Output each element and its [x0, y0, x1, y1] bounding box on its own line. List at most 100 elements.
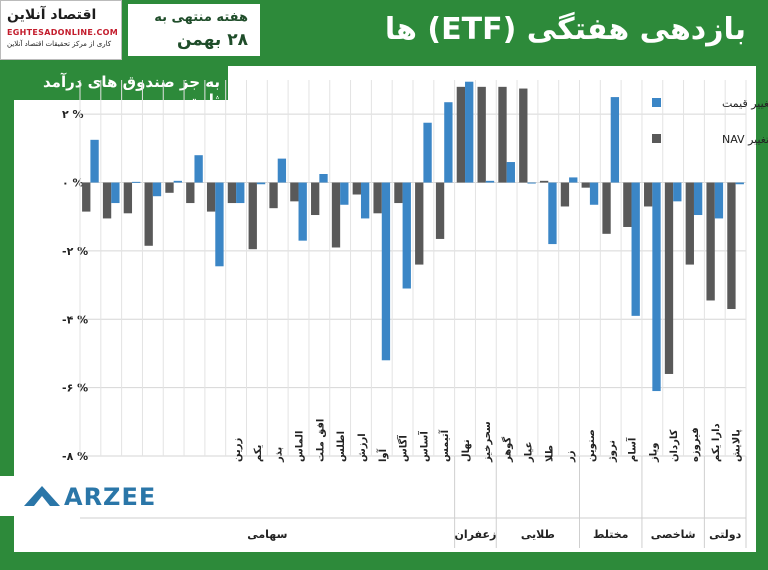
publisher-logo-title: اقتصاد آنلاین [7, 7, 97, 23]
y-tick-label: ۰ % [62, 177, 84, 190]
bar [381, 182, 391, 361]
arzee-brand-text: ARZEE [64, 483, 157, 511]
bar [706, 182, 715, 301]
bar [465, 81, 474, 183]
y-tick-label: -۶ % [62, 382, 88, 395]
bar [82, 182, 91, 212]
x-tick-label: آتیمس [438, 429, 451, 462]
bar [360, 182, 370, 219]
y-tick-label: ۲ % [62, 108, 84, 121]
x-tick-label: فیروزه [690, 427, 701, 462]
bar [123, 182, 133, 214]
chart-subtitle: به جز صندوق های درآمد ثابت [43, 73, 220, 109]
bar [102, 182, 112, 219]
bar [277, 158, 287, 183]
group-label: دولتی [709, 528, 742, 541]
bar [589, 182, 599, 205]
bar [206, 182, 216, 212]
bar [319, 174, 328, 183]
x-tick-label: ارزش [357, 433, 368, 462]
x-tick-label: طلا [544, 445, 555, 462]
week-date: ۲۸ بهمن [177, 30, 248, 50]
x-tick-label: افق ملت [315, 419, 326, 462]
x-tick-label: آگاس [397, 435, 410, 462]
bar [435, 182, 445, 239]
bar [714, 182, 724, 219]
bar [331, 182, 341, 248]
bar [173, 180, 182, 183]
x-tick-label: آوا [376, 448, 389, 462]
bar [236, 182, 245, 204]
bar [444, 102, 453, 183]
x-tick-label: آسام [626, 437, 639, 462]
legend-price-label: تغییر قیمت [722, 97, 768, 110]
bar [152, 182, 162, 197]
bar [352, 182, 361, 195]
x-tick-label: عیار [523, 442, 534, 463]
publisher-logo-box: اقتصاد آنلاین EGHTESADONLINE.COM کاری از… [0, 0, 122, 60]
bar [256, 182, 266, 185]
bar [498, 86, 507, 183]
bar [506, 162, 515, 183]
bar [623, 182, 632, 227]
x-tick-label: الماس [295, 431, 306, 462]
chart-title: بازدهی هفتگی (ETF) ها [384, 12, 746, 47]
bar [269, 182, 278, 209]
bar [560, 182, 570, 207]
bar [685, 182, 694, 265]
x-tick-label: زر [565, 450, 576, 463]
legend-nav-swatch [652, 134, 661, 143]
x-tick-label: سحرخیز [482, 421, 493, 463]
y-tick-label: -۸ % [62, 450, 88, 463]
bar [248, 182, 257, 250]
bar [569, 177, 578, 183]
group-label: طلایی [521, 528, 555, 541]
x-tick-label: آساس [417, 431, 430, 462]
legend-nav-label: تغییر NAV [722, 133, 768, 146]
bar [186, 182, 195, 204]
bar [373, 182, 382, 214]
bar [290, 182, 299, 202]
publisher-logo-url: EGHTESADONLINE.COM [7, 28, 119, 37]
bar [132, 181, 141, 183]
bar [548, 182, 557, 245]
bar [394, 182, 403, 204]
y-tick-label: -۴ % [62, 313, 88, 326]
y-tick-label: -۲ % [62, 245, 88, 258]
x-tick-label: بذر [274, 447, 285, 463]
week-label: هفته منتهی به [154, 10, 248, 25]
bar [610, 97, 620, 183]
publisher-logo-tagline: کاری از مرکز تحقیقات اقتصاد آنلاین [7, 40, 112, 48]
bar [215, 182, 224, 267]
bar [485, 180, 495, 183]
group-label: سهامی [247, 528, 287, 541]
bar [456, 86, 466, 183]
bar [111, 182, 120, 204]
bar [165, 182, 174, 193]
bar [194, 155, 203, 183]
x-tick-label: پالایش [732, 429, 743, 462]
bar [402, 182, 411, 289]
bar [581, 182, 590, 188]
bar [527, 182, 536, 184]
bar [340, 182, 349, 205]
x-tick-label: گوهر [501, 437, 514, 463]
x-tick-label: کاردان [669, 429, 680, 462]
bar [693, 182, 703, 216]
x-tick-label: نهال [461, 439, 472, 462]
x-tick-label: صنوین [586, 429, 597, 462]
bar [539, 180, 549, 183]
bar [652, 182, 661, 392]
x-tick-label: نروژ [607, 440, 618, 463]
bar [735, 182, 744, 185]
group-label: شاخصی [651, 528, 696, 541]
bar [144, 182, 153, 246]
bar [727, 182, 736, 310]
bar [519, 88, 528, 183]
bar [423, 122, 432, 183]
group-label: مختلط [593, 528, 629, 541]
x-tick-label: یکم [253, 444, 264, 462]
x-tick-label: اطلس [336, 431, 347, 462]
x-tick-label: دارا یکم [711, 423, 722, 462]
